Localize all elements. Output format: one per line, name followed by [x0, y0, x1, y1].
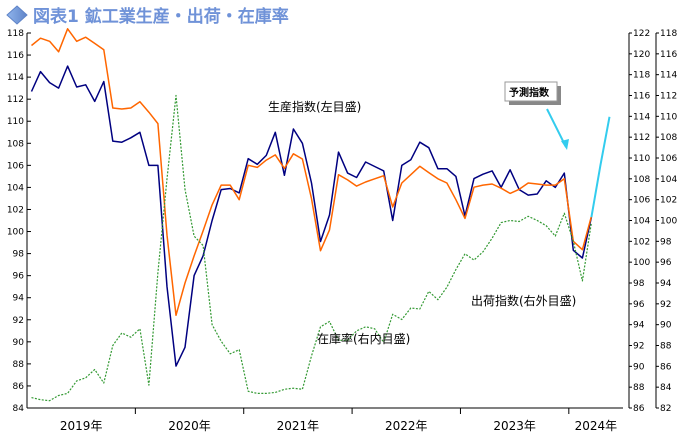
chart-title: 図表1 鉱工業生産・出荷・在庫率 — [33, 6, 289, 27]
right-inner-tick-label: 92 — [633, 342, 644, 352]
right-inner-tick-label: 110 — [633, 154, 650, 164]
right-outer-tick-label: 96 — [660, 258, 672, 268]
right-inner-tick-label: 118 — [633, 71, 650, 81]
right-outer-tick-label: 90 — [660, 321, 672, 331]
right-inner-tick-label: 120 — [633, 50, 650, 60]
right-inner-tick-label: 100 — [633, 258, 650, 268]
left-tick-label: 102 — [7, 205, 24, 215]
left-tick-label: 86 — [13, 382, 25, 392]
right-outer-tick-label: 84 — [660, 383, 672, 393]
annotations: 生産指数(左目盛) 出荷指数(右外目盛) 在庫率(右内目盛) 予測指数 — [268, 81, 576, 346]
left-tick-label: 116 — [7, 51, 24, 61]
label-inventory: 在庫率(右内目盛) — [317, 331, 410, 346]
right-inner-tick-label: 102 — [633, 237, 650, 247]
right-inner-tick-label: 98 — [633, 279, 645, 289]
chart-title-group: 図表1 鉱工業生産・出荷・在庫率 — [6, 5, 289, 27]
x-tick-label: 2021年 — [277, 419, 320, 433]
right-outer-tick-label: 106 — [660, 154, 677, 164]
left-tick-label: 104 — [7, 183, 24, 193]
right-inner-tick-label: 114 — [633, 112, 650, 122]
left-tick-label: 84 — [13, 404, 25, 414]
right-outer-tick-label: 112 — [660, 92, 677, 102]
left-tick-label: 88 — [13, 360, 25, 370]
x-tick-label: 2022年 — [385, 419, 428, 433]
left-tick-label: 114 — [7, 73, 24, 83]
right-inner-tick-label: 112 — [633, 133, 650, 143]
forecast-callout: 予測指数 — [504, 81, 569, 150]
right-outer-tick-label: 104 — [660, 175, 677, 185]
right-outer-tick-label: 94 — [660, 279, 672, 289]
forecast-callout-box — [504, 81, 558, 102]
left-tick-label: 94 — [13, 294, 25, 304]
label-shipment: 出荷指数(右外目盛) — [471, 293, 576, 308]
right-inner-tick-label: 88 — [633, 383, 645, 393]
label-production: 生産指数(左目盛) — [268, 99, 361, 114]
diamond-icon — [6, 5, 28, 25]
right-outer-tick-label: 92 — [660, 300, 671, 310]
right-inner-tick-label: 94 — [633, 321, 645, 331]
right-outer-tick-label: 114 — [660, 71, 677, 81]
left-tick-label: 90 — [13, 338, 25, 348]
left-tick-label: 118 — [7, 29, 24, 39]
right-inner-tick-label: 90 — [633, 362, 645, 372]
right-outer-tick-label: 86 — [660, 362, 672, 372]
right-inner-tick-label: 108 — [633, 175, 650, 185]
series-line — [590, 116, 611, 218]
right-inner-tick-label: 104 — [633, 217, 650, 227]
right-inner-tick-label: 96 — [633, 300, 645, 310]
left-tick-label: 92 — [13, 316, 24, 326]
x-tick-label: 2023年 — [493, 419, 536, 433]
series-line — [30, 65, 593, 367]
right-outer-tick-label: 110 — [660, 112, 677, 122]
right-inner-tick-label: 106 — [633, 196, 650, 206]
right-outer-tick-label: 116 — [660, 50, 677, 60]
x-tick-label: 2024年 — [575, 419, 618, 433]
right-outer-tick-label: 98 — [660, 237, 672, 247]
left-tick-label: 96 — [13, 272, 25, 282]
right-outer-tick-label: 102 — [660, 196, 677, 206]
left-tick-label: 110 — [7, 117, 24, 127]
left-tick-label: 108 — [7, 139, 24, 149]
x-tick-label: 2020年 — [168, 419, 211, 433]
right-outer-tick-label: 108 — [660, 133, 677, 143]
right-inner-tick-label: 122 — [633, 29, 650, 39]
x-tick-label: 2019年 — [60, 419, 103, 433]
right-outer-tick-label: 82 — [660, 404, 671, 414]
right-outer-tick-label: 100 — [660, 217, 677, 227]
label-forecast: 予測指数 — [509, 86, 550, 99]
left-tick-label: 98 — [13, 250, 25, 260]
left-tick-label: 100 — [7, 228, 24, 238]
left-tick-label: 106 — [7, 161, 24, 171]
axes: 84 86 88 90 92 94 96 98 100 102 104 106 108 110 112 114… — [7, 29, 678, 433]
right-outer-tick-label: 88 — [660, 342, 672, 352]
right-outer-tick-label: 118 — [660, 29, 677, 39]
left-tick-label: 112 — [7, 95, 24, 105]
series-layer — [30, 28, 611, 402]
forecast-arrowhead — [561, 139, 569, 150]
right-inner-tick-label: 86 — [633, 404, 645, 414]
right-inner-tick-label: 116 — [633, 92, 650, 102]
series-line — [31, 28, 593, 317]
series-line — [31, 94, 592, 402]
